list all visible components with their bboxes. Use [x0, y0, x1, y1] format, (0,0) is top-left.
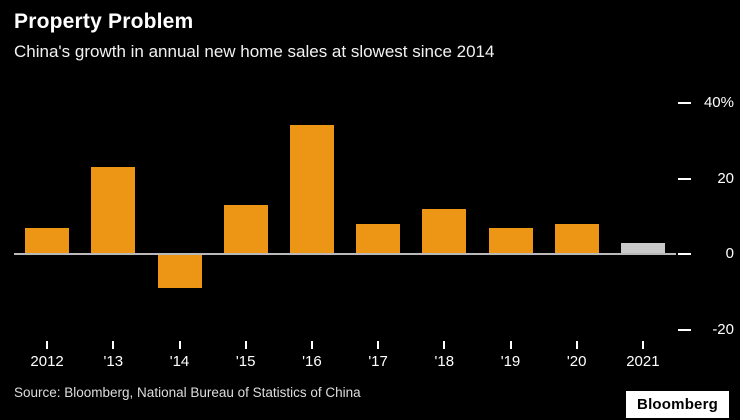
x-tick-14 [178, 341, 181, 349]
x-axis: 2012 '13 '14 '15 '16 '17 '18 '19 '20 2021 [14, 341, 676, 381]
x-tick-16 [310, 341, 313, 349]
x-label-13: '13 [103, 353, 124, 370]
bloomberg-logo: Bloomberg [626, 391, 729, 418]
x-label-17: '17 [368, 353, 388, 370]
x-tick-13 [112, 341, 115, 349]
y-tick-label-0: 0 [725, 245, 734, 263]
bar-17 [356, 224, 401, 255]
x-tick-17 [377, 341, 380, 349]
bar-16 [289, 125, 334, 255]
y-axis: 40% 20 0 -20 [676, 93, 738, 353]
x-label-18: '18 [434, 353, 455, 370]
plot-area [14, 95, 676, 353]
y-tick-20 [678, 177, 691, 180]
bar-20 [554, 224, 599, 255]
y-tick-0 [678, 253, 691, 256]
x-tick-18 [443, 341, 446, 349]
y-tick--20 [678, 329, 691, 332]
bar-18 [422, 208, 467, 255]
bar-13 [91, 167, 136, 255]
bar-19 [488, 227, 533, 255]
x-label-2012: 2012 [30, 353, 64, 370]
x-label-20: '20 [566, 353, 587, 370]
source-note: Source: Bloomberg, National Bureau of St… [14, 385, 361, 400]
x-tick-2021 [641, 341, 644, 349]
x-tick-15 [244, 341, 247, 349]
x-label-16: '16 [302, 353, 322, 370]
y-tick-label-40: 40% [703, 93, 734, 111]
chart-title: Property Problem [14, 10, 194, 33]
y-tick-label-20: 20 [717, 169, 734, 187]
y-tick-40 [678, 101, 691, 104]
zero-gridline [14, 253, 676, 256]
x-label-19: '19 [500, 353, 521, 370]
chart-subtitle: China's growth in annual new home sales … [14, 42, 495, 61]
x-label-14: '14 [169, 353, 190, 370]
y-tick-label--20: -20 [712, 321, 734, 339]
bar-2012 [25, 227, 70, 255]
bar-15 [223, 205, 268, 255]
x-label-15: '15 [235, 353, 256, 370]
bar-2021 [620, 243, 665, 255]
x-label-2021: 2021 [626, 353, 660, 370]
bar-14 [157, 254, 202, 289]
x-tick-19 [509, 341, 512, 349]
x-tick-20 [575, 341, 578, 349]
x-tick-2012 [46, 341, 49, 349]
